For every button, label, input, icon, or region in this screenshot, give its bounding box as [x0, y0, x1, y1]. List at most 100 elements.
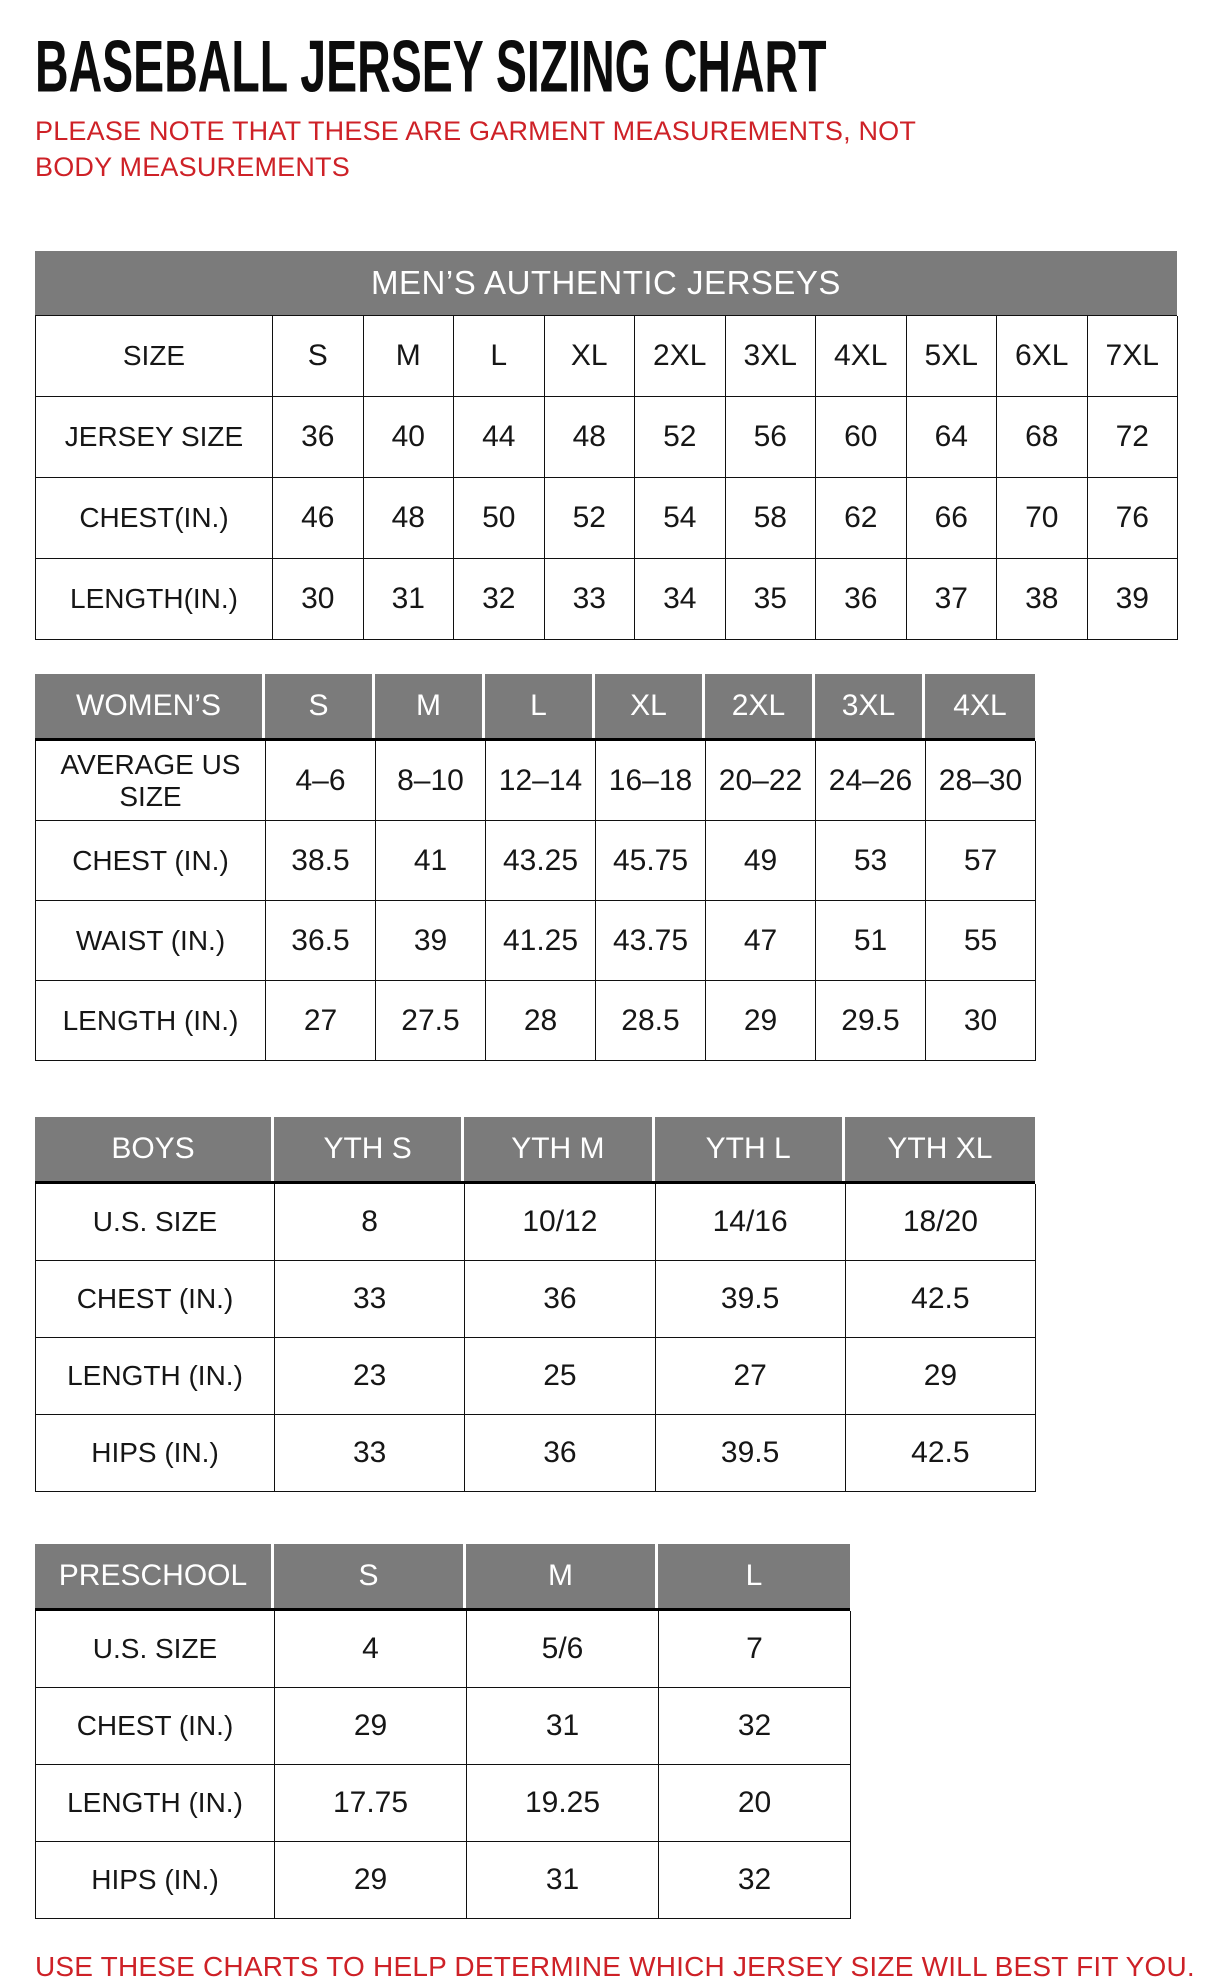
mens-cell: XL	[544, 316, 635, 398]
boys-cell: 39.5	[655, 1261, 846, 1339]
mens-cell: 40	[363, 397, 454, 479]
mens-cell: 58	[725, 478, 816, 560]
mens-cell: 31	[363, 559, 454, 641]
womens-row-label: LENGTH (IN.)	[36, 981, 266, 1062]
preschool-row-label: U.S. SIZE	[36, 1611, 275, 1689]
boys-col-header: YTH XL	[844, 1117, 1035, 1182]
womens-cell: 49	[706, 821, 816, 902]
mens-cell: 35	[725, 559, 816, 641]
mens-cell: 36	[816, 559, 907, 641]
preschool-cell: 20	[659, 1765, 851, 1843]
boys-cell: 33	[275, 1261, 466, 1339]
mens-row-label: SIZE	[36, 316, 273, 398]
womens-cell: 53	[816, 821, 926, 902]
footer-note: USE THESE CHARTS TO HELP DETERMINE WHICH…	[35, 1951, 1195, 1983]
womens-row-label: WAIST (IN.)	[36, 901, 266, 982]
mens-cell: 48	[544, 397, 635, 479]
boys-row-label: U.S. SIZE	[36, 1184, 275, 1262]
womens-cell: 27	[266, 981, 376, 1062]
womens-sizing-table: WOMEN’S S M L XL 2XL 3XL 4XL AVERAGE US SIZE 4–6 8…	[35, 674, 1036, 1062]
mens-cell: 5XL	[906, 316, 997, 398]
preschool-cell: 5/6	[467, 1611, 659, 1689]
mens-cell: 2XL	[635, 316, 726, 398]
preschool-row-label: HIPS (IN.)	[36, 1842, 275, 1920]
mens-row-label: LENGTH(IN.)	[36, 559, 273, 641]
mens-cell: L	[454, 316, 545, 398]
womens-cell: 30	[926, 981, 1036, 1062]
mens-cell: 3XL	[725, 316, 816, 398]
womens-table-body: AVERAGE US SIZE 4–6 8–10 12–14 16–18 20–22 24–…	[35, 741, 1036, 1062]
mens-cell: 70	[997, 478, 1088, 560]
womens-cell: 28	[486, 981, 596, 1062]
preschool-table-header-row: PRESCHOOL S M L	[35, 1544, 850, 1612]
womens-col-header: 2XL	[705, 674, 815, 739]
boys-cell: 36	[465, 1261, 656, 1339]
boys-col-header: YTH S	[274, 1117, 465, 1182]
mens-cell: 64	[906, 397, 997, 479]
boys-cell: 39.5	[655, 1415, 846, 1493]
mens-cell: 52	[544, 478, 635, 560]
mens-row-label: JERSEY SIZE	[36, 397, 273, 479]
womens-col-header: 3XL	[815, 674, 925, 739]
mens-cell: 72	[1087, 397, 1178, 479]
boys-cell: 27	[655, 1338, 846, 1416]
boys-cell: 42.5	[845, 1261, 1036, 1339]
womens-row-label: AVERAGE US SIZE	[36, 741, 266, 822]
preschool-cell: 19.25	[467, 1765, 659, 1843]
mens-cell: 46	[273, 478, 364, 560]
preschool-cell: 29	[275, 1688, 467, 1766]
preschool-cell: 32	[659, 1688, 851, 1766]
womens-cell: 43.75	[596, 901, 706, 982]
mens-cell: 62	[816, 478, 907, 560]
womens-cell: 29	[706, 981, 816, 1062]
womens-cell: 41	[376, 821, 486, 902]
preschool-col-header: L	[658, 1544, 850, 1609]
boys-cell: 42.5	[845, 1415, 1036, 1493]
mens-cell: 38	[997, 559, 1088, 641]
mens-cell: 32	[454, 559, 545, 641]
preschool-cell: 31	[467, 1688, 659, 1766]
mens-row-label: CHEST(IN.)	[36, 478, 273, 560]
womens-row-label: CHEST (IN.)	[36, 821, 266, 902]
womens-cell: 16–18	[596, 741, 706, 822]
preschool-row-label: CHEST (IN.)	[36, 1688, 275, 1766]
womens-cell: 20–22	[706, 741, 816, 822]
preschool-header-label: PRESCHOOL	[35, 1544, 274, 1609]
garment-measurement-note: PLEASE NOTE THAT THESE ARE GARMENT MEASU…	[35, 116, 916, 182]
page-title: BASEBALL JERSEY SIZING CHART	[35, 26, 827, 109]
mens-cell: 30	[273, 559, 364, 641]
mens-cell: 4XL	[816, 316, 907, 398]
mens-cell: 36	[273, 397, 364, 479]
mens-cell: 37	[906, 559, 997, 641]
mens-cell: 33	[544, 559, 635, 641]
womens-cell: 12–14	[486, 741, 596, 822]
boys-table-header-row: BOYS YTH S YTH M YTH L YTH XL	[35, 1117, 1035, 1185]
boys-cell: 18/20	[845, 1184, 1036, 1262]
womens-cell: 38.5	[266, 821, 376, 902]
womens-cell: 41.25	[486, 901, 596, 982]
mens-cell: 6XL	[997, 316, 1088, 398]
womens-cell: 28–30	[926, 741, 1036, 822]
womens-cell: 39	[376, 901, 486, 982]
preschool-table-body: U.S. SIZE 4 5/6 7 CHEST (IN.) 29 31 32 LENGTH (I…	[35, 1611, 851, 1920]
womens-cell: 55	[926, 901, 1036, 982]
boys-row-label: LENGTH (IN.)	[36, 1338, 275, 1416]
womens-cell: 4–6	[266, 741, 376, 822]
preschool-row-label: LENGTH (IN.)	[36, 1765, 275, 1843]
mens-cell: 54	[635, 478, 726, 560]
womens-cell: 29.5	[816, 981, 926, 1062]
mens-cell: 60	[816, 397, 907, 479]
womens-col-header: S	[265, 674, 375, 739]
womens-cell: 28.5	[596, 981, 706, 1062]
boys-table-body: U.S. SIZE 8 10/12 14/16 18/20 CHEST (IN.) 33 36…	[35, 1184, 1036, 1493]
preschool-cell: 29	[275, 1842, 467, 1920]
mens-cell: 66	[906, 478, 997, 560]
boys-cell: 8	[275, 1184, 466, 1262]
mens-sizing-table: MEN’S AUTHENTIC JERSEYS SIZE S M L XL 2XL 3XL 4X…	[35, 251, 1178, 641]
womens-col-header: L	[485, 674, 595, 739]
mens-cell: M	[363, 316, 454, 398]
mens-cell: 34	[635, 559, 726, 641]
boys-cell: 36	[465, 1415, 656, 1493]
preschool-cell: 17.75	[275, 1765, 467, 1843]
